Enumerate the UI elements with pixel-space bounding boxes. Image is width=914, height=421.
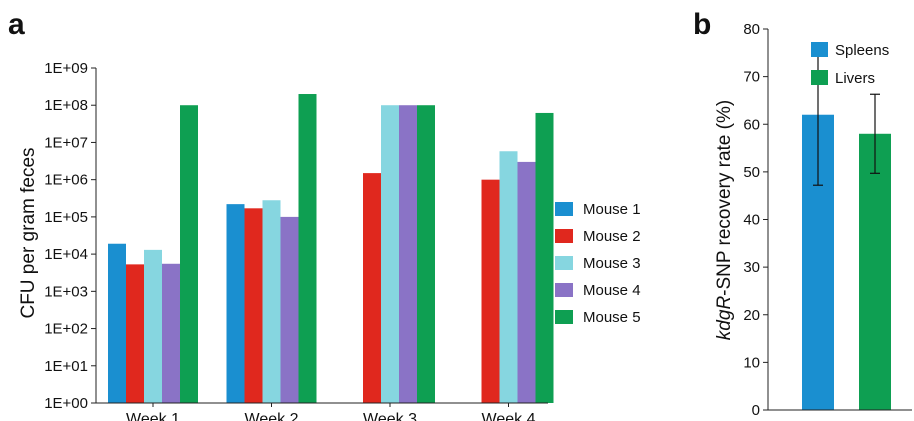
panel-b-legend-label: Livers — [835, 70, 875, 87]
panel-b-legend-swatch — [811, 70, 828, 85]
panel-a-y-tick-label: 1E+01 — [44, 358, 88, 375]
panel-b-y-ticks: 0 10 20 30 40 50 60 70 80 — [743, 21, 768, 419]
panel-a-y-tick-label: 1E+09 — [44, 60, 88, 77]
panel-b-y-tick-label: 20 — [743, 307, 760, 324]
panel-a-bar-mouse-4-week-4 — [517, 161, 536, 403]
panel-a-x-category-label: Week 4 — [482, 411, 536, 421]
panel-b-y-tick-label: 70 — [743, 69, 760, 86]
panel-a-y-tick-label: 1E+04 — [44, 246, 88, 263]
panel-b-legend: Spleens Livers — [811, 42, 889, 87]
panel-a-x-category-label: Week 2 — [245, 411, 299, 421]
panel-a-bar-mouse-2-week-1 — [126, 264, 144, 403]
panel-a-legend-swatch — [555, 256, 573, 270]
panel-b-legend-label: Spleens — [835, 42, 889, 59]
panel-a-axes — [95, 68, 548, 404]
panel-b-y-tick-label: 60 — [743, 116, 760, 133]
panel-a-legend-swatch — [555, 229, 573, 243]
panel-a-y-tick-label: 1E+05 — [44, 209, 88, 226]
panel-a-legend: Mouse 1 Mouse 2 Mouse 3 Mouse 4 Mouse 5 — [555, 201, 641, 326]
panel-b-y-tick-label: 0 — [752, 402, 760, 419]
panel-a-bar-mouse-2-week-3 — [363, 173, 381, 403]
panel-a-bar-mouse-2-week-4 — [481, 179, 500, 403]
panel-a-bar-mouse-5-week-3 — [417, 105, 435, 403]
panel-a-x-categories: Week 1 Week 2 Week 3 Week 4 — [126, 403, 536, 421]
panel-b-y-tick-label: 30 — [743, 259, 760, 276]
panel-a-bar-mouse-4-week-2 — [280, 216, 299, 403]
panel-a-legend-label: Mouse 1 — [583, 201, 641, 218]
panel-b-y-tick-label: 10 — [743, 354, 760, 371]
panel-a-x-category-label: Week 1 — [126, 411, 180, 421]
panel-a-y-tick-label: 1E+08 — [44, 97, 88, 114]
panel-b-y-axis-label-rest: -SNP recovery rate (%) — [714, 100, 735, 296]
panel-a-y-axis-label: CFU per gram feces — [18, 147, 39, 318]
panel-a-letter: a — [8, 8, 25, 41]
panel-b-bar-chart: b 0 10 20 30 40 50 60 70 80 Spleens Livers kdgR-S… — [693, 8, 912, 419]
panel-a-legend-label: Mouse 2 — [583, 228, 641, 245]
panel-a-bar-mouse-3-week-3 — [381, 105, 399, 403]
panel-a-y-tick-label: 1E+00 — [44, 395, 88, 412]
panel-a-legend-label: Mouse 4 — [583, 282, 641, 299]
panel-a-bar-mouse-5-week-2 — [298, 94, 317, 404]
panel-a-y-tick-label: 1E+07 — [44, 134, 88, 151]
panel-a-x-category-label: Week 3 — [363, 411, 417, 421]
panel-a-bar-mouse-4-week-3 — [399, 105, 417, 403]
panel-b-y-axis-label: kdgR-SNP recovery rate (%) — [714, 100, 735, 340]
panel-b-y-tick-label: 50 — [743, 164, 760, 181]
panel-b-y-tick-label: 80 — [743, 21, 760, 38]
panel-a-legend-swatch — [555, 283, 573, 297]
panel-b-bar-livers — [859, 133, 891, 410]
panel-a-bar-mouse-5-week-1 — [180, 105, 198, 403]
panel-b-legend-swatch — [811, 42, 828, 57]
panel-a-bar-chart: a 1E+001E+011E+021E+031E+041E+051E+061E+… — [8, 8, 641, 421]
panel-a-bar-mouse-3-week-1 — [144, 249, 162, 403]
panel-a-bar-mouse-2-week-2 — [244, 208, 263, 403]
panel-a-legend-swatch — [555, 310, 573, 324]
panel-b-bars — [802, 114, 891, 410]
panel-a-y-tick-label: 1E+03 — [44, 283, 88, 300]
panel-a-bar-mouse-5-week-4 — [535, 112, 554, 404]
panel-b-y-axis-label-italic: kdgR — [714, 296, 735, 341]
panel-a-legend-label: Mouse 5 — [583, 309, 641, 326]
panel-b-y-tick-label: 40 — [743, 212, 760, 229]
panel-b-letter: b — [693, 8, 711, 41]
panel-a-y-tick-label: 1E+06 — [44, 172, 88, 189]
panel-a-y-ticks: 1E+00 1E+01 1E+02 1E+03 1E+04 1E+05 1E+06 1E+07… — [44, 60, 96, 412]
panel-a-bar-mouse-3-week-4 — [499, 151, 518, 403]
panel-a-bars — [108, 94, 554, 404]
panel-a-legend-swatch — [555, 202, 573, 216]
panel-a-bar-mouse-1-week-2 — [226, 204, 245, 403]
panel-a-bar-mouse-3-week-2 — [262, 200, 281, 403]
panel-a-bar-mouse-1-week-1 — [108, 243, 126, 403]
panel-a-bar-mouse-4-week-1 — [162, 263, 180, 403]
panel-a-legend-label: Mouse 3 — [583, 255, 641, 272]
panel-a-y-tick-label: 1E+02 — [44, 321, 88, 338]
